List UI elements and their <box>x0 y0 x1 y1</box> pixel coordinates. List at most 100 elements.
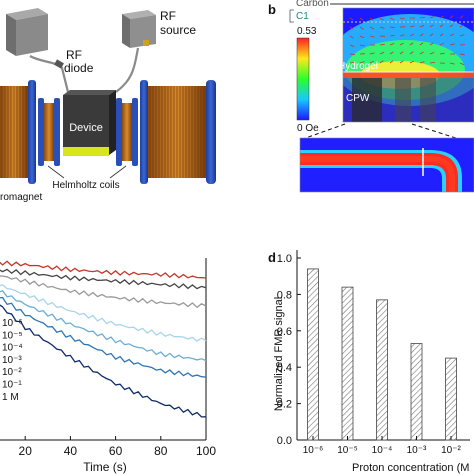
field-arrow <box>379 51 385 55</box>
colorbar <box>296 37 310 121</box>
field-arrow <box>409 60 414 64</box>
field-arrow <box>409 42 414 46</box>
chart-c-legend-entry: 1 M <box>2 392 19 403</box>
rf-diode-connector <box>54 59 64 69</box>
field-arrow <box>439 24 444 28</box>
chart-d-bar <box>341 286 354 441</box>
chart-d-bar <box>445 357 457 441</box>
layer-bracket <box>289 9 294 23</box>
chart-c-x-tick-label: 20 <box>19 444 33 458</box>
panel-a: RF source RF diode Device <box>0 8 216 203</box>
field-arrow <box>399 51 404 55</box>
field-arrow <box>369 17 374 21</box>
chart-d-x-tick-label: 10⁻⁶ <box>303 445 324 456</box>
helmholtz-coil-right <box>116 98 138 166</box>
helmholtz-callout-left <box>47 165 65 179</box>
field-arrow <box>409 25 415 28</box>
chart-c-series-line <box>0 304 207 418</box>
field-arrow <box>429 61 435 64</box>
chart-d-bar <box>410 343 423 441</box>
field-arrow <box>419 16 425 19</box>
rf-diode-label-1: RF <box>66 48 82 62</box>
chart-d-y-tick-label: 0.0 <box>277 435 292 447</box>
layer-hydrogel-label: Hydrogel <box>338 61 378 72</box>
chart-c-legend-entry: 10⁻⁴ <box>2 343 23 354</box>
field-arrow <box>419 33 424 37</box>
chart-c-series-line <box>0 290 207 362</box>
chart-d-bar <box>376 299 388 441</box>
device: Device <box>63 90 116 156</box>
zoom-line-right <box>411 123 463 141</box>
layer-carbon-label: Carbon <box>296 0 329 9</box>
rf-diode-label-2: diode <box>64 61 94 75</box>
field-arrow <box>349 61 355 64</box>
panel-b: b Carbon C1 0.53 0 Oe Hydrogel CPW <box>268 0 474 193</box>
field-arrow <box>429 33 434 37</box>
field-arrow <box>379 43 385 46</box>
field-arrow <box>359 44 365 47</box>
chart-d-y-tick-label: 0.6 <box>277 326 292 338</box>
field-arrow <box>419 51 424 55</box>
electromagnet-left <box>0 80 36 184</box>
helmholtz-callout-right <box>109 165 127 179</box>
chart-c-x-tick-label: 100 <box>196 444 216 458</box>
chart-c-series-line <box>0 284 207 342</box>
chart-d-y-tick-label: 0.2 <box>277 399 292 411</box>
chart-d-ylabel: Normalized FMR signal <box>273 297 285 411</box>
field-arrow <box>459 34 465 37</box>
colorbar-min: 0 Oe <box>297 123 319 134</box>
field-arrow <box>439 33 444 37</box>
field-arrow <box>359 17 364 21</box>
chart-c-xlabel: Time (s) <box>83 460 127 474</box>
rf-source-label-2: source <box>160 23 196 37</box>
chart-c-x-tick-label: 80 <box>154 444 168 458</box>
field-arrow <box>409 51 414 55</box>
chart-d-x-tick-label: 10⁻³ <box>407 445 427 456</box>
zoom-line-left <box>299 123 346 141</box>
panel-b-letter: b <box>268 2 276 17</box>
field-arrow <box>449 43 455 46</box>
field-arrow <box>459 53 465 56</box>
chart-c-series-line <box>0 260 207 279</box>
chart-d-x-tick-label: 10⁻⁴ <box>372 445 393 456</box>
field-arrow <box>399 42 404 46</box>
field-arrow <box>389 51 394 55</box>
helmholtz-coil-left <box>38 98 60 166</box>
field-arrow <box>349 44 355 47</box>
field-arrow <box>429 16 435 19</box>
field-arrow <box>349 26 354 30</box>
field-arrow <box>429 52 435 55</box>
device-label: Device <box>69 122 103 134</box>
chart-d-y-tick-label: 0.8 <box>277 289 292 301</box>
rf-source-box <box>122 10 156 48</box>
field-arrow <box>379 26 385 29</box>
colorbar-max: 0.53 <box>297 26 317 37</box>
field-arrow <box>449 24 454 28</box>
chart-d-x-tick-label: 10⁻² <box>441 445 461 456</box>
panel-c: 20 40 60 80 100 10⁻⁶10⁻⁵10⁻⁴10⁻³10⁻²10⁻¹1 M … <box>0 258 216 474</box>
rf-cable-left <box>29 55 79 96</box>
field-zoom <box>300 138 474 192</box>
chart-c-x-tick-label: 60 <box>109 444 123 458</box>
field-arrow <box>359 35 365 39</box>
field-arrow <box>389 43 395 46</box>
field-arrow <box>349 17 354 21</box>
field-map <box>343 8 474 122</box>
field-arrow <box>449 15 454 19</box>
field-arrow <box>349 35 354 39</box>
chart-c-legend-entry: 10⁻² <box>2 367 22 378</box>
field-arrow <box>419 24 425 28</box>
field-arrow <box>389 35 395 37</box>
field-arrow <box>429 42 434 46</box>
electromagnet-right <box>140 80 216 184</box>
field-arrow <box>389 26 395 28</box>
field-arrow <box>369 35 375 38</box>
chart-d-y-tick-label: 0.4 <box>277 362 292 374</box>
chart-c-legend-entry: 10⁻⁶ <box>2 318 23 329</box>
field-arrow <box>409 33 415 37</box>
field-arrow <box>459 24 464 28</box>
field-arrow <box>399 34 405 37</box>
field-arrow <box>359 61 365 64</box>
rf-cable-right <box>115 47 140 93</box>
chart-c-series-line <box>0 275 207 309</box>
